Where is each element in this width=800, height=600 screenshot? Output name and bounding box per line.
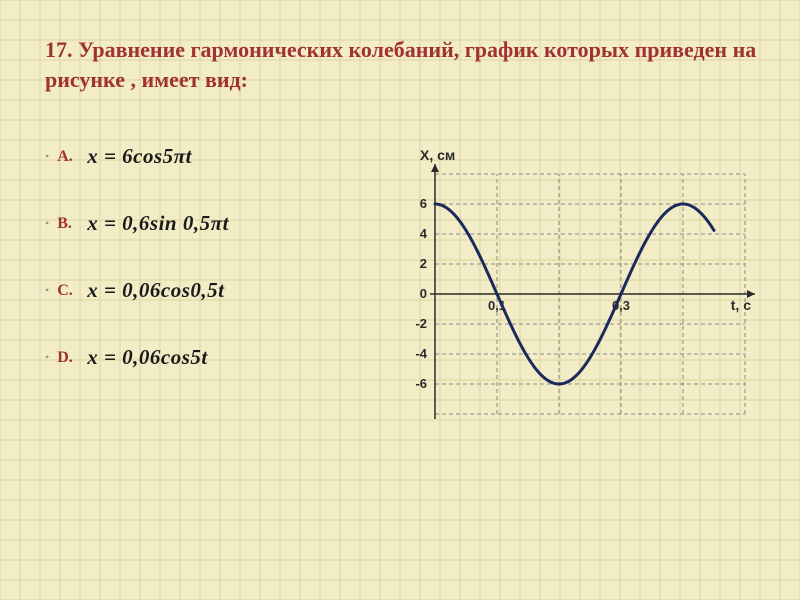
answer-letter: A. [57,148,87,166]
bullet-icon: • [45,149,49,164]
svg-text:-4: -4 [415,346,427,361]
svg-text:X, см: X, см [420,147,455,163]
svg-text:6: 6 [420,196,427,211]
answers-list: • A. x = 6cos5πt • B. x = 0,6sin 0,5πt •… [45,134,345,434]
answer-formula: x = 0,06cos5t [87,345,208,370]
answer-d: • D. x = 0,06cos5t [45,345,345,370]
bullet-icon: • [45,283,49,298]
bullet-icon: • [45,216,49,231]
slide-content: 17. Уравнение гармонических колебаний, г… [0,0,800,434]
svg-text:-6: -6 [415,376,427,391]
svg-text:-2: -2 [415,316,427,331]
question-text: Уравнение гармонических колебаний, графи… [45,37,756,92]
bullet-icon: • [45,350,49,365]
svg-text:2: 2 [420,256,427,271]
svg-text:0: 0 [420,286,427,301]
answer-b: • B. x = 0,6sin 0,5πt [45,211,345,236]
answer-formula: x = 0,06cos0,5t [87,278,224,303]
svg-text:4: 4 [420,226,428,241]
answer-c: • C. x = 0,06cos0,5t [45,278,345,303]
answer-letter: C. [57,282,87,300]
answer-formula: x = 0,6sin 0,5πt [87,211,229,236]
question-title: 17. Уравнение гармонических колебаний, г… [45,35,770,94]
oscillation-chart: -6-4-202460,10,3X, смt, c [375,134,775,434]
answer-letter: D. [57,349,87,367]
chart-zone: -6-4-202460,10,3X, смt, c [375,134,775,434]
main-row: • A. x = 6cos5πt • B. x = 0,6sin 0,5πt •… [45,134,770,434]
question-number: 17. [45,37,73,62]
answer-letter: B. [57,215,87,233]
answer-a: • A. x = 6cos5πt [45,144,345,169]
svg-text:t, c: t, c [731,297,751,313]
answer-formula: x = 6cos5πt [87,144,192,169]
